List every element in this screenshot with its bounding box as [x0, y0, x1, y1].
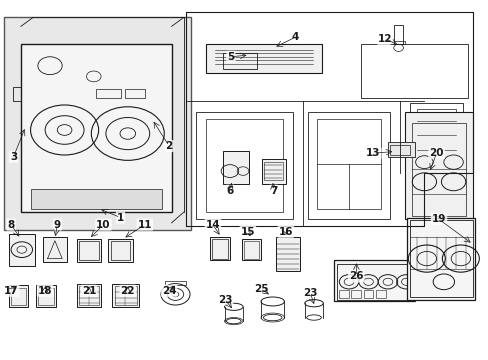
Bar [205, 44, 322, 73]
Bar [404, 112, 472, 219]
Bar [13, 87, 21, 102]
Text: 11: 11 [137, 220, 152, 230]
Text: 25: 25 [254, 284, 268, 294]
Bar [336, 264, 411, 300]
Text: 13: 13 [366, 148, 380, 158]
Bar [334, 260, 414, 301]
Text: 10: 10 [96, 220, 110, 230]
Bar [9, 285, 28, 307]
Bar [307, 112, 389, 219]
Bar [111, 241, 130, 260]
Bar [210, 237, 229, 260]
Text: 14: 14 [205, 220, 220, 230]
Bar [375, 290, 385, 298]
Bar [115, 286, 136, 305]
Bar [164, 281, 186, 285]
Bar [409, 103, 462, 169]
Bar [42, 237, 67, 262]
Bar [108, 239, 132, 262]
Text: 19: 19 [431, 214, 445, 224]
Bar [96, 89, 120, 98]
Bar [244, 241, 258, 259]
Bar [416, 109, 455, 164]
Bar [351, 290, 361, 298]
Text: 8: 8 [7, 220, 15, 230]
Text: 23: 23 [217, 295, 232, 305]
Bar [125, 89, 144, 98]
Bar [264, 162, 283, 180]
Bar [407, 217, 474, 300]
Bar [339, 290, 348, 298]
Bar [391, 41, 404, 44]
Text: 16: 16 [278, 227, 292, 237]
Text: 12: 12 [378, 34, 392, 44]
Text: 26: 26 [348, 271, 363, 282]
Text: 17: 17 [4, 286, 19, 296]
Bar [38, 288, 54, 305]
Bar [222, 152, 249, 184]
Text: 15: 15 [240, 227, 255, 237]
Bar [222, 53, 256, 69]
Text: 7: 7 [269, 186, 277, 196]
Bar [30, 189, 162, 208]
Bar [11, 288, 26, 305]
Bar [36, 285, 56, 307]
Text: 4: 4 [291, 32, 299, 42]
Bar [79, 286, 99, 305]
Text: 22: 22 [121, 286, 135, 296]
Text: 24: 24 [162, 286, 176, 296]
Text: 3: 3 [10, 152, 17, 162]
Text: 6: 6 [226, 186, 233, 196]
Bar [409, 220, 472, 297]
Bar [389, 145, 409, 156]
Bar [196, 112, 292, 219]
Bar [79, 241, 99, 260]
Text: 20: 20 [428, 148, 443, 158]
Bar [242, 239, 260, 260]
Bar [361, 44, 467, 98]
Bar [363, 290, 372, 298]
Bar [21, 44, 171, 212]
Bar [77, 284, 101, 307]
Bar [261, 158, 285, 184]
Bar [317, 119, 380, 208]
Bar [4, 18, 191, 230]
Bar [205, 119, 283, 212]
Bar [411, 123, 465, 216]
Text: 5: 5 [227, 52, 234, 62]
Bar [212, 239, 227, 259]
Text: 2: 2 [165, 141, 172, 151]
Bar [387, 143, 414, 157]
Text: 18: 18 [38, 286, 52, 296]
Bar [276, 237, 300, 271]
Bar [112, 284, 139, 307]
Bar [393, 24, 402, 44]
Bar [77, 239, 101, 262]
Text: 21: 21 [81, 286, 96, 296]
Bar [9, 234, 35, 266]
Text: 9: 9 [54, 220, 61, 230]
Text: 1: 1 [117, 212, 124, 222]
Text: 23: 23 [302, 288, 317, 297]
